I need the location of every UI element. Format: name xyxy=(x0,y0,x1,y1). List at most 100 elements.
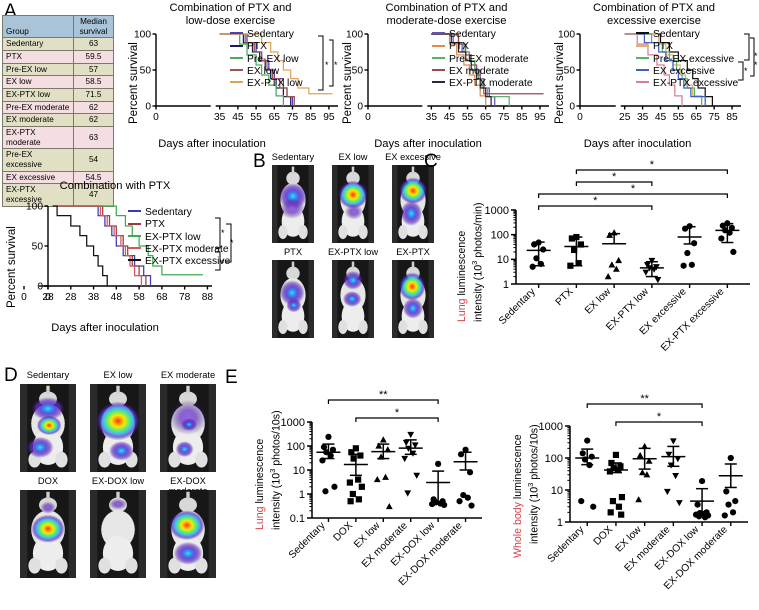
svg-text:68: 68 xyxy=(156,292,168,303)
legend-swatch-icon xyxy=(432,32,445,35)
km-low-plot: 0 50 100 0 35 45 55 65 75 85 95 xyxy=(134,30,338,123)
bioluminescence-mouse-image xyxy=(332,165,374,243)
km-mod-plot: 0 50 100 0 35 45 55 65 75 85 95 xyxy=(346,30,549,123)
svg-text:50: 50 xyxy=(564,66,576,77)
svg-text:50: 50 xyxy=(352,66,364,77)
legend-label: PTX xyxy=(449,41,470,53)
table-cell-group: EX moderate xyxy=(2,113,74,128)
svg-text:100: 100 xyxy=(545,453,563,465)
chart-km-excessive: Combination of PTX and excessive exercis… xyxy=(552,2,759,152)
svg-text:35: 35 xyxy=(637,112,649,123)
legend-item: EX excessive xyxy=(636,65,738,77)
mouse-image-label: EX-PTX low xyxy=(327,247,379,257)
km-low-significance: * * xyxy=(318,35,338,91)
legend-swatch-icon xyxy=(128,234,141,237)
km-exc-legend: Sedentary PTX Pre-EX excessive EX excessive… xyxy=(636,29,739,91)
km-comb-significance: * * * xyxy=(215,217,234,271)
svg-text:*: * xyxy=(631,183,636,195)
table-row: Pre-EX low 57 xyxy=(2,62,114,77)
legend-label: EX-PTX excessive xyxy=(653,78,739,90)
svg-text:1000: 1000 xyxy=(485,205,509,217)
table-cell-group: PTX xyxy=(2,50,74,64)
km-comb-ylabel: Percent survival xyxy=(6,226,18,308)
km-low-xlabel: Days after inoculation xyxy=(158,138,266,150)
legend-swatch-icon xyxy=(230,32,243,35)
table-cell-median: 62 xyxy=(73,113,114,128)
svg-text:0: 0 xyxy=(153,112,159,123)
table-cell-median: 71.5 xyxy=(73,88,114,102)
mouse-image-label: EX low xyxy=(338,152,368,162)
table-row: Sedentary 63 xyxy=(2,37,114,52)
chart-panel-c: Lung luminescence intensity (103 photos/… xyxy=(440,158,759,358)
km-comb-title: Combination with PTX xyxy=(59,180,171,192)
legend-label: EX excessive xyxy=(653,65,715,77)
table-cell-median: 63 xyxy=(73,126,114,150)
legend-label: EX moderate xyxy=(449,65,510,77)
chart-km-combination: Combination with PTX Percent survival 0 5… xyxy=(0,180,250,345)
median-survival-table: Group Median survival Sedentary 63 PTX 59.5… xyxy=(2,14,114,207)
panel-c-ylabel-red: Lung xyxy=(456,298,468,322)
svg-text:*: * xyxy=(650,159,655,171)
svg-text:*: * xyxy=(334,60,338,70)
svg-text:*: * xyxy=(754,51,758,61)
svg-text:45: 45 xyxy=(444,112,456,123)
chart-panel-e-wholebody: Whole body luminescence intensity (103 p… xyxy=(498,378,756,608)
svg-text:85: 85 xyxy=(305,112,317,123)
svg-text:1: 1 xyxy=(557,517,563,529)
legend-item: Pre-EX low xyxy=(230,54,303,65)
svg-text:0: 0 xyxy=(569,102,575,113)
svg-text:100: 100 xyxy=(346,30,363,41)
table-cell-median: 47 xyxy=(73,183,114,207)
table-cell-group: Pre-EX excessive xyxy=(2,148,74,172)
panel-e-lung-ylabel-rest: luminescence xyxy=(254,438,266,507)
mouse-image xyxy=(160,490,216,578)
legend-item: EX moderate xyxy=(432,65,533,77)
legend-swatch-icon xyxy=(636,81,649,84)
legend-label: PTX xyxy=(247,41,268,53)
legend-label: EX-PTX low xyxy=(145,231,201,243)
panel-b-letter: B xyxy=(253,151,266,172)
bioluminescence-mouse-image xyxy=(160,490,216,578)
bioluminescence-mouse-image xyxy=(272,165,314,243)
bioluminescence-mouse-image xyxy=(160,384,216,472)
bioluminescence-mouse-image xyxy=(392,260,434,338)
table-cell-group: EX excessive xyxy=(2,170,74,185)
svg-text:10: 10 xyxy=(497,254,509,266)
legend-swatch-icon xyxy=(128,210,141,213)
legend-label: EX-PTX moderate xyxy=(449,78,533,90)
chart-panel-e-lung: Lung luminescence intensity (103 photos/… xyxy=(240,378,488,608)
svg-text:Sedentary: Sedentary xyxy=(287,520,328,561)
svg-text:*: * xyxy=(221,258,225,268)
legend-item: EX-PTX low xyxy=(128,231,230,243)
legend-item: Sedentary xyxy=(230,29,303,40)
svg-text:0: 0 xyxy=(21,292,27,303)
mouse-image xyxy=(90,384,146,472)
legend-label: Pre-EX excessive xyxy=(653,53,735,65)
km-exc-title-l1: Combination of PTX and xyxy=(593,2,715,14)
svg-text:0: 0 xyxy=(357,102,363,113)
bioluminescence-mouse-image xyxy=(90,384,146,472)
svg-text:*: * xyxy=(657,411,662,423)
svg-text:50: 50 xyxy=(32,242,44,253)
svg-text:75: 75 xyxy=(498,112,510,123)
svg-text:28: 28 xyxy=(42,292,54,303)
table-row: Pre-EX moderate 62 xyxy=(2,100,114,115)
legend-swatch-icon xyxy=(636,69,649,72)
svg-text:0: 0 xyxy=(365,112,371,123)
km-low-legend: Sedentary PTX Pre-EX low EX low EX-PTX low xyxy=(230,29,303,91)
panel-e-wb-ylabel-red: Whole body xyxy=(512,502,524,558)
table-header-group: Group xyxy=(2,14,74,39)
table-cell-median: 54 xyxy=(73,148,114,172)
svg-text:EX low: EX low xyxy=(583,286,614,317)
svg-text:35: 35 xyxy=(214,112,226,123)
table-row: EX-PTX low 71.5 xyxy=(2,88,114,102)
legend-item: Sedentary xyxy=(432,29,533,40)
legend-swatch-icon xyxy=(636,32,649,35)
km-mod-title-l2: moderate-dose exercise xyxy=(386,14,507,27)
svg-text:DOX: DOX xyxy=(332,520,356,544)
mouse-image-label: Sedentary xyxy=(271,152,315,162)
svg-text:10: 10 xyxy=(293,465,305,477)
legend-item: EX low xyxy=(230,66,303,77)
svg-text:100: 100 xyxy=(491,229,509,241)
